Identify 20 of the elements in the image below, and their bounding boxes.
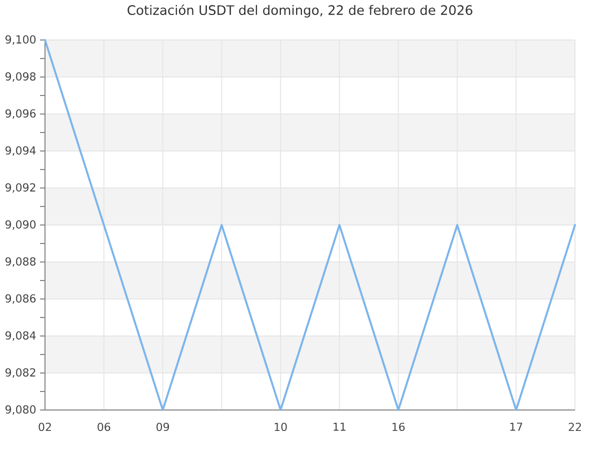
x-tick-label: 11 [334,422,346,431]
y-tick-label: 9,088 [5,257,36,267]
y-tick-label: 9,080 [5,405,36,415]
x-tick-label: 16 [392,422,405,432]
y-tick-label: 9,096 [5,109,36,119]
x-tick-label: 09 [156,422,170,432]
x-tick-label: 22 [568,422,581,431]
x-tick-label: 06 [98,422,110,432]
x-tick-label: 02 [38,422,51,432]
y-tick-label: 9,082 [5,368,36,378]
chart-title: Cotización USDT del domingo, 22 de febrero de 2026 [128,4,472,18]
x-tick-label: 17 [510,422,522,431]
y-tick-label: 9,086 [5,294,36,304]
x-tick-label: 10 [274,422,287,432]
y-tick-label: 9,100 [5,35,36,45]
y-tick-label: 9,092 [5,183,36,193]
y-tick-label: 9,098 [5,72,36,82]
y-tick-label: 9,094 [5,146,36,156]
y-tick-label: 9,084 [5,331,36,341]
y-tick-label: 9,090 [5,220,36,230]
